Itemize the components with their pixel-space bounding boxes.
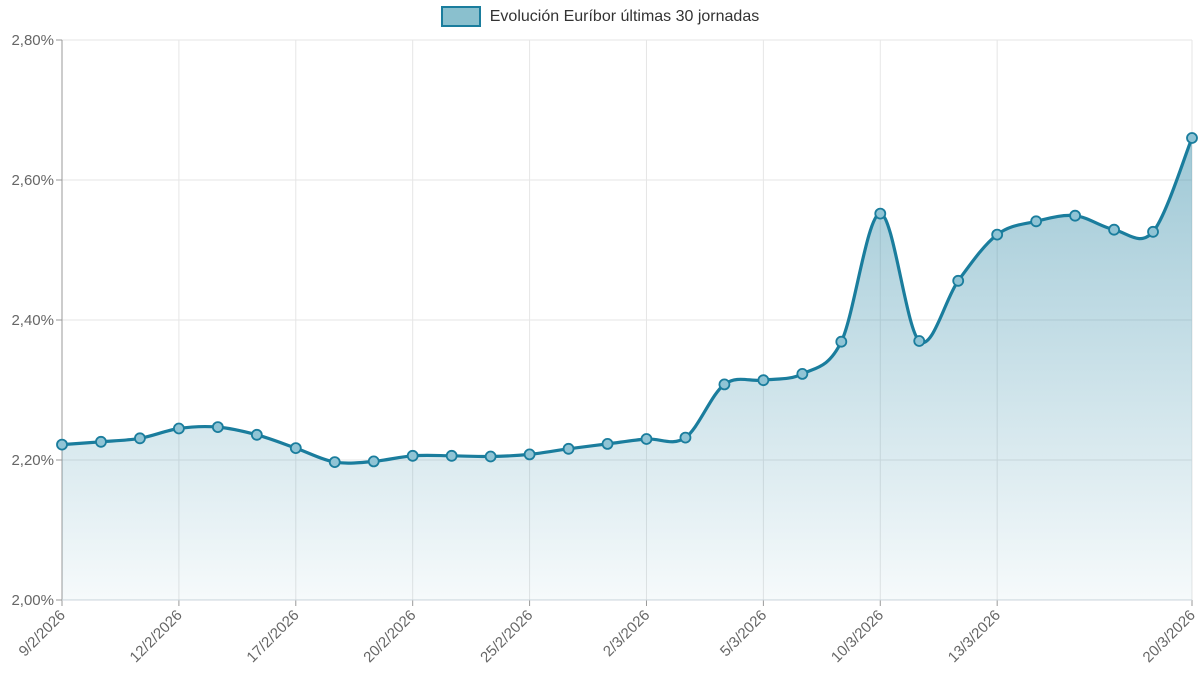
data-point-marker[interactable] [523,448,536,461]
series-area-fill [62,138,1192,600]
x-axis-label: 9/2/2026 [16,607,69,660]
data-point-marker[interactable] [211,421,224,434]
data-point-marker[interactable] [172,422,185,435]
legend-label: Evolución Euríbor últimas 30 jornadas [489,7,760,25]
data-point-marker[interactable] [1186,132,1198,144]
y-axis-label: 2,40% [11,312,54,329]
y-axis-label: 2,80% [11,32,54,49]
y-axis-label: 2,20% [11,452,54,469]
data-point-marker[interactable] [95,435,107,448]
data-point-marker[interactable] [56,438,68,451]
data-point-marker[interactable] [445,449,458,462]
chart-legend-item[interactable]: Evolución Euríbor últimas 30 jornadas [0,6,1200,27]
x-axis-label: 20/3/2026 [1140,607,1199,666]
data-point-marker[interactable] [1030,215,1043,228]
x-axis-label: 2/3/2026 [600,607,653,660]
x-axis-label: 10/3/2026 [828,607,887,666]
x-axis-label: 13/3/2026 [945,607,1004,666]
data-point-marker[interactable] [991,228,1004,241]
data-point-marker[interactable] [601,437,614,450]
data-point-marker[interactable] [1069,209,1081,222]
legend-swatch-icon [440,6,481,27]
data-point-marker[interactable] [1108,223,1120,236]
x-axis-label: 20/2/2026 [360,607,419,666]
data-point-marker[interactable] [484,450,497,463]
x-axis-label: 12/2/2026 [127,607,186,666]
data-point-marker[interactable] [757,374,770,387]
y-axis-label: 2,60% [11,172,54,189]
data-point-marker[interactable] [328,456,341,469]
data-point-marker[interactable] [835,335,848,348]
data-point-marker[interactable] [913,335,926,347]
data-point-marker[interactable] [406,449,419,462]
y-axis-label: 2,00% [11,592,54,609]
data-point-marker[interactable] [874,207,887,220]
x-axis-label: 25/2/2026 [477,607,536,666]
data-point-marker[interactable] [796,367,809,380]
data-point-marker[interactable] [679,431,692,444]
data-point-marker[interactable] [367,455,380,468]
data-point-marker[interactable] [562,442,575,455]
data-point-marker[interactable] [1147,225,1159,238]
data-point-marker[interactable] [718,378,731,391]
data-point-marker[interactable] [250,428,263,441]
data-point-marker[interactable] [289,442,302,455]
data-point-marker[interactable] [952,274,965,287]
x-axis-label: 5/3/2026 [717,607,770,660]
data-point-marker[interactable] [640,433,653,445]
x-axis-label: 17/2/2026 [243,607,302,666]
data-point-marker[interactable] [134,432,146,445]
